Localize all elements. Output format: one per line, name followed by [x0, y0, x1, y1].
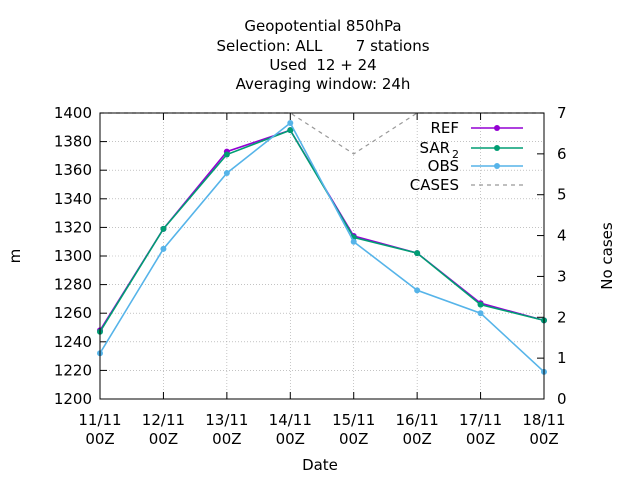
grid-lines: [100, 113, 544, 399]
legend-label-subscript: 2: [452, 148, 459, 161]
data-point-obs: [223, 170, 230, 177]
x-tick-label-line: 17/11: [459, 411, 502, 429]
data-point-sar_2: [160, 225, 167, 232]
series-lines: [97, 112, 547, 375]
y-axis-tick-labels: 1200 1220 1240 1260 1280 1300 1320 1340 1360 1380…: [54, 104, 92, 408]
y-tick-label: 1360: [54, 161, 92, 179]
y2-axis-label: No cases: [598, 222, 616, 290]
y-tick-label: 1260: [54, 304, 92, 322]
y2-tick-label: 6: [557, 145, 567, 163]
y2-axis-tick-labels: 0 1 2 3 4 5 6 7: [557, 104, 567, 408]
x-tick-label-line: 00Z: [276, 430, 305, 448]
y-tick-label: 1400: [54, 104, 92, 122]
title-line-2: Selection: ALL 7 stations: [216, 37, 430, 55]
y2-tick-label: 3: [557, 267, 567, 285]
data-point-obs: [414, 287, 421, 294]
x-tick-label-line: 00Z: [85, 430, 114, 448]
y-tick-label: 1220: [54, 361, 92, 379]
data-point-obs: [477, 310, 484, 317]
y2-tick-label: 1: [557, 349, 567, 367]
x-tick-label-line: 15/11: [332, 411, 375, 429]
legend-marker-obs: [494, 163, 500, 169]
title-line-4: Averaging window: 24h: [235, 75, 411, 93]
x-tick-label: 16/11 00Z: [396, 411, 439, 448]
x-tick-label-line: 00Z: [529, 430, 558, 448]
data-point-sar_2: [477, 301, 484, 308]
y-tick-label: 1240: [54, 333, 92, 351]
x-tick-label-line: 18/11: [522, 411, 565, 429]
x-tick-label-line: 14/11: [269, 411, 312, 429]
y2-tick-label: 2: [557, 308, 567, 326]
y-tick-label: 1340: [54, 190, 92, 208]
x-tick-label-line: 12/11: [142, 411, 185, 429]
x-tick-label-line: 00Z: [212, 430, 241, 448]
y-tick-label: 1300: [54, 247, 92, 265]
x-tick-label: 17/11 00Z: [459, 411, 502, 448]
x-tick-label: 15/11 00Z: [332, 411, 375, 448]
data-point-obs: [287, 120, 294, 127]
x-tick-label: 11/11 00Z: [78, 411, 121, 448]
series-line-obs: [99, 121, 545, 373]
data-point-sar_2: [223, 151, 230, 158]
x-tick-label-line: 00Z: [466, 430, 495, 448]
legend-label-cases: CASES: [410, 176, 459, 194]
legend-marker-ref: [494, 125, 500, 131]
x-tick-label-line: 00Z: [149, 430, 178, 448]
x-tick-label: 12/11 00Z: [142, 411, 185, 448]
data-point-obs: [350, 238, 357, 245]
x-tick-label: 13/11 00Z: [205, 411, 248, 448]
x-tick-label-line: 16/11: [396, 411, 439, 429]
x-tick-label-line: 00Z: [402, 430, 431, 448]
x-tick-label: 14/11 00Z: [269, 411, 312, 448]
y2-tick-label: 7: [557, 104, 567, 122]
x-tick-label-line: 11/11: [78, 411, 121, 429]
y-tick-label: 1380: [54, 133, 92, 151]
series-line-ref: [99, 129, 545, 331]
data-point-sar_2: [414, 250, 421, 257]
title-line-1: Geopotential 850hPa: [244, 17, 402, 35]
y-tick-label: 1320: [54, 218, 92, 236]
data-point-sar_2: [287, 127, 294, 134]
legend-label-sar_2: SAR 2: [420, 139, 459, 161]
y-tick-label: 1280: [54, 276, 92, 294]
y2-tick-label: 5: [557, 186, 567, 204]
legend-label-obs: OBS: [428, 157, 459, 175]
y-tick-label: 1200: [54, 390, 92, 408]
y-axis-label: m: [6, 249, 24, 264]
legend-label-ref: REF: [430, 119, 459, 137]
y2-tick-label: 0: [557, 390, 567, 408]
x-tick-label: 18/11 00Z: [522, 411, 565, 448]
plot-border: [99, 112, 545, 400]
x-tick-label-line: 00Z: [339, 430, 368, 448]
x-axis-label: Date: [302, 456, 338, 474]
x-tick-label-line: 13/11: [205, 411, 248, 429]
data-point-obs: [160, 245, 167, 252]
y2-tick-label: 4: [557, 227, 567, 245]
series-line-sar_2: [99, 129, 545, 333]
title-line-3: Used 12 + 24: [269, 56, 377, 74]
legend-marker-sar_2: [494, 145, 500, 151]
